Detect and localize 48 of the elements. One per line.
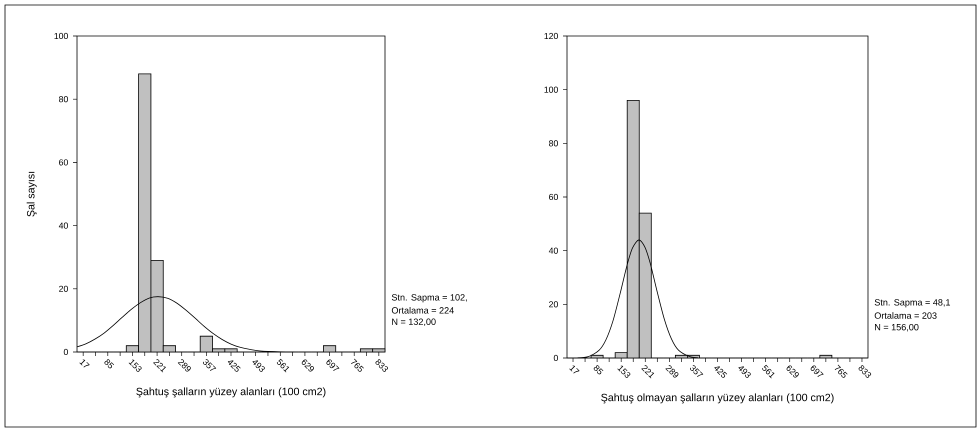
- x-tick-label: 17: [79, 360, 90, 368]
- x-tick-label: 561: [276, 358, 290, 372]
- y-tick-label: 100: [54, 32, 68, 40]
- x-tick-label: 17: [569, 366, 580, 374]
- x-tick-label: 425: [228, 360, 241, 372]
- x-tick-label: 85: [104, 359, 114, 368]
- x-tick-label: 153: [617, 366, 630, 378]
- y-axis-title: Şal sayısı: [26, 172, 37, 217]
- y-tick-label: 60: [59, 159, 68, 166]
- x-tick-label: 221: [153, 359, 166, 372]
- x-axis-title: Şahtuş olmayan şalların yüzey alanları (100 cm2): [601, 393, 834, 404]
- text: Stn. Sapma = 48,1: [874, 299, 950, 308]
- x-tick-label: 765: [834, 364, 848, 378]
- x-tick-label: 357: [690, 365, 704, 377]
- x-tick-label: 765: [351, 358, 364, 372]
- x-tick-label: 561: [762, 364, 775, 378]
- y-tick-label: 20: [549, 301, 558, 308]
- y-tick-label: 20: [59, 286, 68, 292]
- x-tick-label: 493: [738, 366, 751, 378]
- text: Ortalama = 203: [874, 312, 937, 319]
- y-tick-label: 120: [544, 32, 558, 40]
- y-tick-label: 40: [548, 248, 558, 254]
- y-tick-label: 0: [64, 348, 68, 356]
- x-tick-label: 289: [178, 359, 191, 372]
- y-tick-label: 100: [544, 86, 558, 93]
- x-tick-label: 833: [858, 365, 872, 378]
- x-tick-label: 289: [665, 365, 678, 378]
- x-tick-label: 425: [714, 366, 728, 378]
- x-tick-label: 629: [786, 366, 799, 378]
- x-tick-label: 493: [252, 360, 265, 372]
- x-tick-label: 629: [302, 360, 314, 372]
- x-tick-label: 833: [375, 359, 388, 372]
- x-tick-label: 697: [810, 366, 824, 377]
- text: N = 132,00: [392, 318, 436, 326]
- x-axis-title: Şahtuş şalların yüzey alanları (100 cm2): [136, 387, 326, 398]
- y-tick-label: 40: [58, 222, 68, 229]
- y-tick-label: 80: [59, 96, 68, 102]
- x-tick-label: 221: [641, 365, 654, 378]
- x-tick-label: 153: [128, 360, 142, 372]
- text: Stn. Sapma = 102,: [392, 294, 467, 302]
- y-tick-label: 60: [549, 194, 558, 200]
- text: N = 156,00: [875, 324, 919, 332]
- y-tick-label: 0: [554, 354, 558, 362]
- y-tick-label: 80: [549, 140, 558, 146]
- text: Ortalama = 224: [392, 306, 454, 314]
- x-tick-label: 85: [594, 365, 604, 374]
- x-tick-label: 357: [202, 359, 216, 371]
- x-tick-label: 697: [326, 360, 340, 371]
